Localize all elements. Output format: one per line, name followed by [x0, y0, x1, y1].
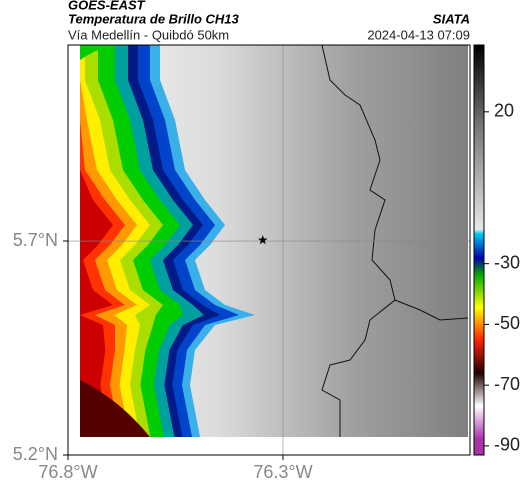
source: GOES-EAST [68, 0, 146, 12]
borders [321, 44, 469, 437]
product: Temperatura de Brillo CH13 [68, 11, 240, 26]
colorbar-tick-label: -50 [494, 313, 520, 333]
cloud-band [80, 45, 110, 60]
cloud-band [80, 380, 150, 437]
colorbar-tick-label: 20 [494, 101, 514, 121]
colorbar-tick-label: -90 [494, 435, 520, 455]
border-line [321, 44, 396, 437]
y-tick-label: 5.7°N [13, 230, 58, 250]
colorbar-tick-label: -70 [494, 374, 520, 394]
location-marker [258, 235, 268, 245]
agency: SIATA [433, 11, 470, 26]
datetime: 2024-04-13 07:09 [367, 27, 470, 42]
plot-frame [67, 44, 471, 456]
region: Vía Medellín - Quibdó 50km [68, 27, 229, 42]
plot-area [67, 44, 471, 456]
colorbar-tick-label: -30 [494, 252, 520, 272]
x-tick-label: 76.3°W [253, 462, 312, 482]
colorbar [473, 44, 485, 456]
x-tick-label: 76.8°W [38, 462, 97, 482]
y-tick-label: 5.2°N [13, 444, 58, 464]
border-line [394, 299, 469, 321]
